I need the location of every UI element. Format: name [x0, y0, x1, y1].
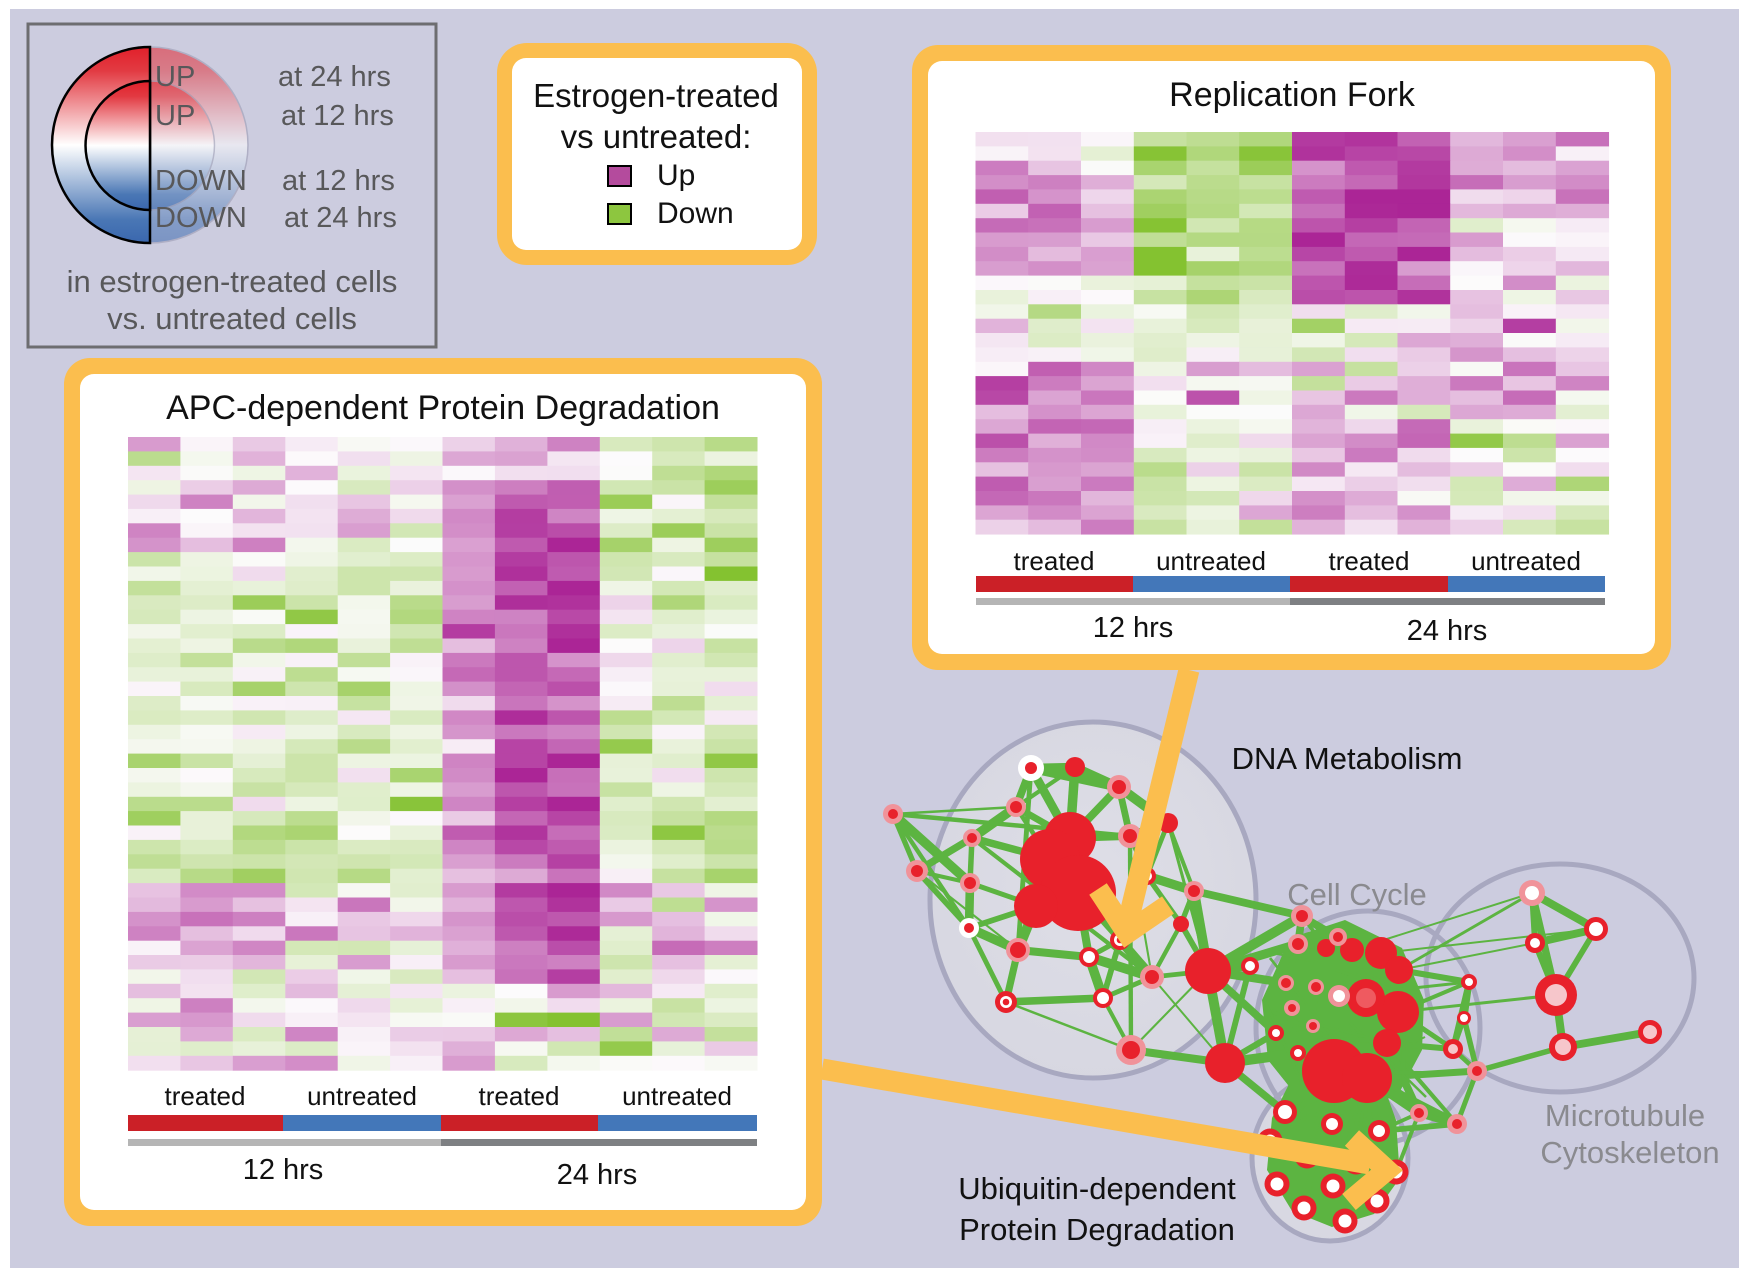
svg-text:Replication Fork: Replication Fork: [1169, 76, 1416, 114]
svg-text:Estrogen-treated: Estrogen-treated: [533, 77, 779, 114]
svg-text:vs untreated:: vs untreated:: [561, 118, 752, 155]
svg-text:Cytoskeleton: Cytoskeleton: [1540, 1135, 1719, 1170]
svg-text:at 24 hrs: at 24 hrs: [284, 202, 397, 234]
svg-text:UP: UP: [155, 61, 195, 93]
svg-text:treated: treated: [165, 1081, 246, 1111]
svg-text:APC-dependent Protein Degradat: APC-dependent Protein Degradation: [166, 389, 720, 427]
svg-text:12 hrs: 12 hrs: [243, 1154, 324, 1186]
svg-text:untreated: untreated: [1471, 546, 1581, 576]
svg-text:at 24 hrs: at 24 hrs: [278, 61, 391, 93]
svg-text:at 12 hrs: at 12 hrs: [282, 165, 395, 197]
svg-text:treated: treated: [1014, 546, 1095, 576]
svg-text:24 hrs: 24 hrs: [1407, 615, 1488, 647]
svg-text:vs. untreated cells: vs. untreated cells: [107, 301, 357, 336]
svg-text:at 12 hrs: at 12 hrs: [281, 100, 394, 132]
svg-text:Ubiquitin-dependent: Ubiquitin-dependent: [958, 1171, 1236, 1206]
svg-text:treated: treated: [1329, 546, 1410, 576]
svg-text:Protein Degradation: Protein Degradation: [959, 1212, 1235, 1247]
svg-text:Up: Up: [657, 159, 695, 192]
svg-text:DOWN: DOWN: [155, 165, 247, 197]
svg-text:Cell Cycle: Cell Cycle: [1287, 877, 1427, 912]
svg-text:untreated: untreated: [1156, 546, 1266, 576]
svg-text:untreated: untreated: [622, 1081, 732, 1111]
svg-text:12 hrs: 12 hrs: [1093, 612, 1174, 644]
svg-text:treated: treated: [479, 1081, 560, 1111]
svg-text:DOWN: DOWN: [155, 202, 247, 234]
svg-text:untreated: untreated: [307, 1081, 417, 1111]
svg-text:Microtubule: Microtubule: [1545, 1098, 1705, 1133]
svg-text:24 hrs: 24 hrs: [557, 1159, 638, 1191]
svg-text:Down: Down: [657, 197, 734, 230]
svg-text:in estrogen-treated cells: in estrogen-treated cells: [67, 264, 398, 299]
svg-text:DNA Metabolism: DNA Metabolism: [1232, 741, 1463, 776]
svg-text:UP: UP: [155, 100, 195, 132]
